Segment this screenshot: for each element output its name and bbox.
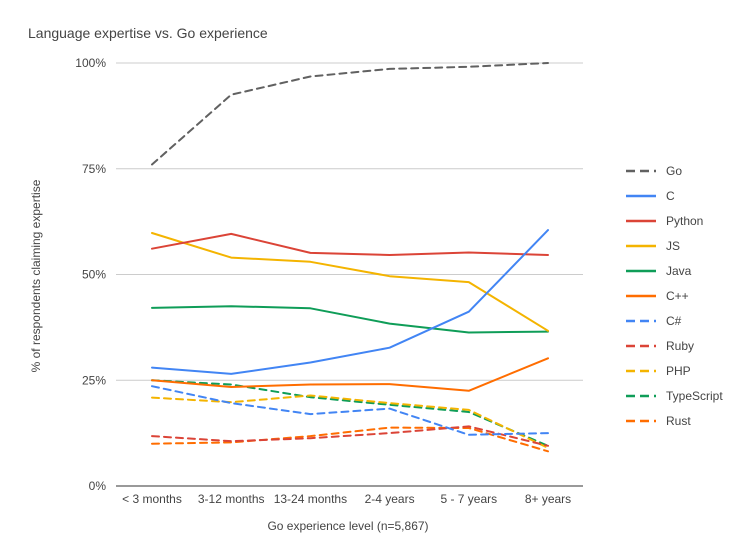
series-line-rust bbox=[151, 426, 549, 453]
legend-label: TypeScript bbox=[666, 389, 723, 403]
x-tick-label: 3-12 months bbox=[198, 492, 265, 506]
x-tick-label: 2-4 years bbox=[365, 492, 415, 506]
y-tick-label: 100% bbox=[75, 56, 106, 70]
legend-item-python: Python bbox=[626, 214, 703, 228]
legend-item-typescript: TypeScript bbox=[626, 389, 723, 403]
legend-label: C++ bbox=[666, 289, 689, 303]
x-axis-ticks: < 3 months 3-12 months 13-24 months 2-4 yea… bbox=[122, 492, 571, 506]
gridlines bbox=[116, 62, 583, 487]
series-line-c bbox=[151, 385, 549, 436]
y-tick-label: 50% bbox=[82, 268, 106, 282]
legend-label: JS bbox=[666, 239, 680, 253]
series-line-python bbox=[151, 232, 549, 256]
legend-label: C bbox=[666, 189, 675, 203]
y-tick-label: 75% bbox=[82, 162, 106, 176]
chart-title: Language expertise vs. Go experience bbox=[28, 25, 268, 41]
legend-label: Python bbox=[666, 214, 703, 228]
x-tick-label: < 3 months bbox=[122, 492, 182, 506]
x-tick-label: 8+ years bbox=[525, 492, 571, 506]
x-axis-label: Go experience level (n=5,867) bbox=[267, 519, 428, 533]
series-line-c bbox=[151, 357, 549, 392]
legend-item-c: C# bbox=[626, 314, 682, 328]
legend-item-c: C bbox=[626, 189, 675, 203]
y-axis-label: % of respondents claiming expertise bbox=[29, 179, 43, 372]
y-tick-label: 25% bbox=[82, 373, 106, 387]
legend-item-c: C++ bbox=[626, 289, 689, 303]
legend-item-php: PHP bbox=[626, 364, 691, 378]
series-line-php bbox=[151, 394, 549, 449]
series-line-c bbox=[151, 229, 549, 375]
y-axis-ticks: 0% 25% 50% 75% 100% bbox=[75, 56, 106, 493]
legend-label: C# bbox=[666, 314, 682, 328]
legend-item-java: Java bbox=[626, 264, 692, 278]
legend-item-go: Go bbox=[626, 164, 682, 178]
series-line-java bbox=[151, 305, 549, 334]
legend-label: Go bbox=[666, 164, 682, 178]
series-line-js bbox=[151, 232, 549, 332]
x-tick-label: 5 - 7 years bbox=[440, 492, 497, 506]
series-line-ruby bbox=[151, 425, 549, 447]
series-line-typescript bbox=[151, 379, 549, 447]
series-lines bbox=[151, 62, 549, 453]
x-tick-label: 13-24 months bbox=[274, 492, 347, 506]
legend-item-js: JS bbox=[626, 239, 680, 253]
legend-label: Java bbox=[666, 264, 692, 278]
legend-label: PHP bbox=[666, 364, 691, 378]
series-line-go bbox=[151, 62, 549, 166]
y-tick-label: 0% bbox=[89, 479, 107, 493]
legend-item-rust: Rust bbox=[626, 414, 691, 428]
legend-item-ruby: Ruby bbox=[626, 339, 694, 353]
legend-label: Rust bbox=[666, 414, 691, 428]
legend-label: Ruby bbox=[666, 339, 694, 353]
legend: Go C Python JS Java C++ C# Ruby PHP TypeScript Rus… bbox=[626, 164, 723, 428]
